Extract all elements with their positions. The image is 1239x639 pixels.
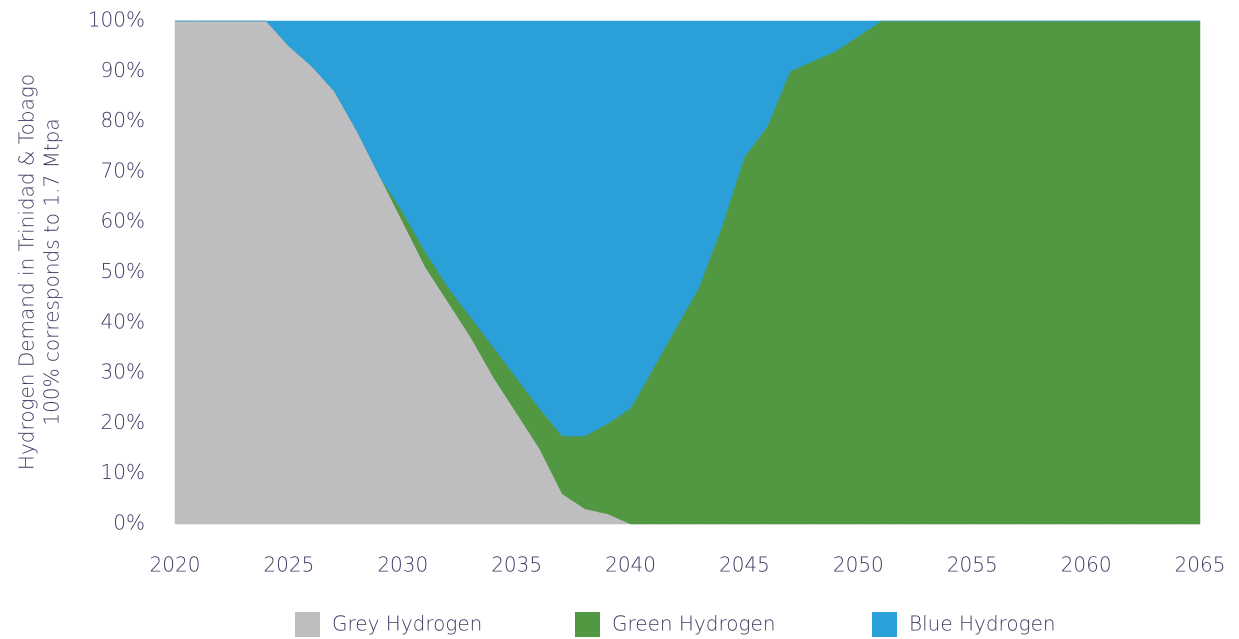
legend-swatch <box>295 612 320 637</box>
y-tick-label: 10% <box>101 460 145 484</box>
x-tick-label: 2060 <box>1061 553 1112 577</box>
y-tick-label: 100% <box>88 8 145 32</box>
area <box>175 20 1200 437</box>
x-tick-label: 2020 <box>150 553 201 577</box>
x-tick-label: 2050 <box>833 553 884 577</box>
y-tick-label: 70% <box>101 158 145 182</box>
x-tick-label: 2030 <box>377 553 428 577</box>
x-tick-label: 2065 <box>1175 553 1226 577</box>
x-tick-label: 2045 <box>719 553 770 577</box>
y-tick-label: 30% <box>101 360 145 384</box>
x-tick-label: 2025 <box>263 553 314 577</box>
x-tick-label: 2035 <box>491 553 542 577</box>
y-axis-title-line: Hydrogen Demand in Trinidad & Tobago <box>15 74 39 470</box>
y-tick-label: 0% <box>113 511 145 535</box>
legend-label: Grey Hydrogen <box>332 612 482 636</box>
y-tick-label: 60% <box>101 209 145 233</box>
y-tick-label: 20% <box>101 410 145 434</box>
x-tick-label: 2040 <box>605 553 656 577</box>
y-tick-label: 50% <box>101 259 145 283</box>
y-tick-label: 40% <box>101 309 145 333</box>
legend-label: Blue Hydrogen <box>909 612 1056 636</box>
y-tick-label: 90% <box>101 58 145 82</box>
y-axis-title: Hydrogen Demand in Trinidad & Tobago 100… <box>15 74 64 470</box>
legend-swatch <box>872 612 897 637</box>
y-axis-title-line: 100% corresponds to 1.7 Mtpa <box>40 118 64 425</box>
y-tick-label: 80% <box>101 108 145 132</box>
x-tick-label: 2055 <box>947 553 998 577</box>
legend-swatch <box>575 612 600 637</box>
legend-label: Green Hydrogen <box>612 612 776 636</box>
